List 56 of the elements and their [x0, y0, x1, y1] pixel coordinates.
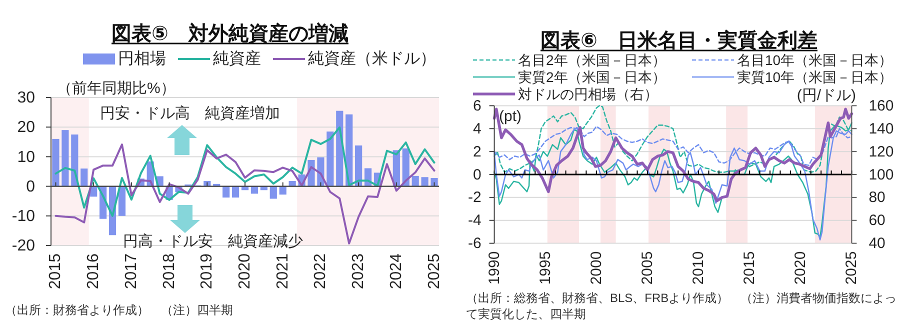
- y-tick-label: -10: [12, 208, 36, 226]
- x-tick-label: 2005: [638, 251, 656, 285]
- y-tick-label: 30: [17, 90, 36, 107]
- y2-tick-label: 160: [868, 98, 894, 114]
- y2-tick-label: 140: [868, 120, 894, 138]
- legend-label: 円相場: [118, 50, 166, 68]
- legend-label: 名目2年（米国－日本）: [518, 52, 666, 68]
- x-tick-label: 2024: [388, 253, 405, 290]
- x-tick-label: 1990: [486, 251, 503, 285]
- y2-tick-label: 100: [868, 166, 894, 184]
- annotation: 円安・ドル高 純資産増加: [100, 105, 280, 122]
- x-tick-label: 2025: [426, 253, 443, 290]
- y2-axis-title: (円/ドル): [796, 87, 856, 104]
- text: （出所：財務省より作成） （注）四半期: [5, 302, 234, 318]
- y-tick-label: -4: [468, 212, 482, 230]
- y-tick-label: 4: [472, 120, 482, 138]
- legend-label: 名目10年（米国－日本）: [737, 52, 893, 68]
- x-tick-label: 2016: [85, 253, 102, 290]
- x-tick-label: 2000: [588, 251, 605, 285]
- x-tick-label: 2021: [274, 253, 292, 290]
- legend-label: 純資産: [213, 50, 261, 68]
- chart-title: 図表⑥ 日米名目・実質金利差: [540, 29, 818, 52]
- x-tick-label: 2018: [160, 253, 178, 290]
- y-tick-label: 0: [26, 178, 36, 196]
- y2-tick-label: 80: [868, 189, 886, 206]
- y2-tick-label: 60: [868, 212, 886, 230]
- y2-tick-label: 40: [868, 235, 886, 252]
- x-tick-label: 2025: [843, 251, 860, 285]
- y-tick-label: 10: [17, 148, 36, 166]
- x-tick-label: 2017: [122, 253, 140, 290]
- legend-label: 純資産（米ドル）: [308, 50, 436, 68]
- x-tick-label: 2022: [312, 253, 330, 290]
- y-tick-label: 20: [17, 119, 36, 136]
- y-tick-label: -2: [468, 189, 482, 206]
- x-tick-label: 1995: [536, 251, 554, 285]
- legend-label: 対ドルの円相場（右）: [518, 86, 658, 102]
- y-tick-label: -6: [468, 235, 482, 252]
- legend-label: 実質10年（米国－日本）: [737, 69, 893, 85]
- text: （出所：総務省、財務省、BLS、FRBより作成） （注）消費者物価指数によって実質化した、四半期: [466, 290, 898, 322]
- y2-tick-label: 120: [868, 143, 894, 160]
- y-tick-label: 6: [472, 98, 482, 114]
- x-tick-label: 2020: [236, 253, 254, 290]
- y-tick-label: 2: [472, 143, 482, 160]
- annotation: 円高・ドル安 純資産減少: [123, 233, 303, 250]
- x-tick-label: 2015: [741, 251, 758, 285]
- x-tick-label: 2023: [350, 253, 368, 290]
- y-axis-title: (pt): [499, 108, 522, 125]
- y-tick-label: -20: [12, 238, 36, 255]
- legend-label: 実質2年（米国－日本）: [518, 69, 666, 85]
- x-tick-label: 2019: [198, 253, 216, 290]
- x-tick-label: 2015: [47, 253, 64, 290]
- y-tick-label: 0: [472, 166, 482, 184]
- chart-title: 図表⑤ 対外純資産の増減: [112, 22, 348, 45]
- x-tick-label: 2010: [690, 251, 708, 285]
- y-axis-title: （前年同期比%）: [57, 80, 176, 97]
- x-tick-label: 2020: [792, 251, 810, 285]
